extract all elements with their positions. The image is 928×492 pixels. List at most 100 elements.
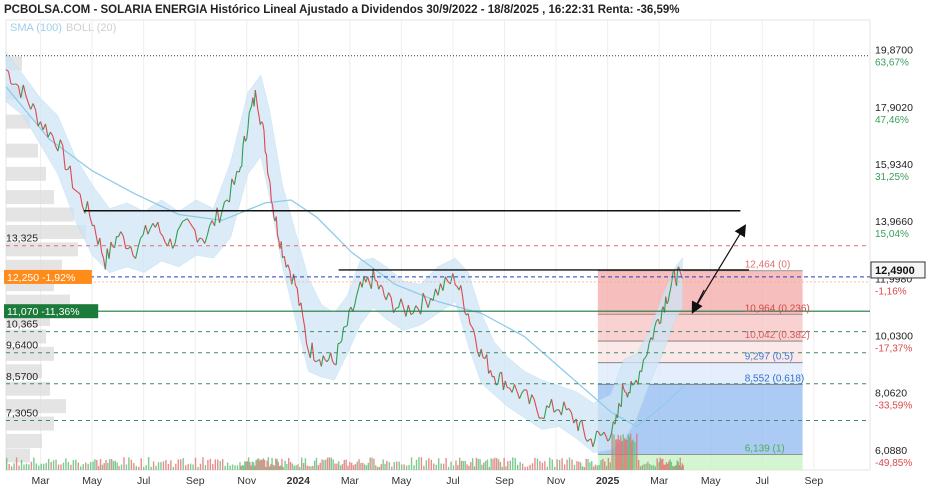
volume-bar <box>217 459 219 470</box>
volume-bar <box>645 463 647 470</box>
volume-profile-bar <box>6 143 38 158</box>
price-segment <box>184 218 188 221</box>
price-segment <box>425 299 429 308</box>
volume-bar <box>440 463 442 470</box>
price-segment <box>583 429 587 439</box>
price-segment <box>130 246 134 256</box>
volume-bar <box>529 464 531 470</box>
volume-bar <box>60 464 62 470</box>
volume-bar <box>400 464 403 470</box>
price-segment <box>177 226 181 231</box>
volume-bar <box>160 462 162 470</box>
price-segment <box>296 288 300 306</box>
fib-level-label: 8,552 (0.618) <box>745 373 805 384</box>
volume-bar <box>182 458 184 470</box>
volume-bar <box>468 465 470 470</box>
price-segment <box>454 284 458 287</box>
price-segment <box>291 273 295 285</box>
y-tick-pct: 31,25% <box>875 172 909 183</box>
price-segment <box>315 360 318 363</box>
x-tick-label: Nov <box>547 475 566 487</box>
volume-bar <box>110 459 113 470</box>
volume-bar <box>598 464 600 470</box>
volume-bar <box>319 462 321 470</box>
y-tick-pct: -17,37% <box>875 343 912 354</box>
volume-bar <box>373 458 375 470</box>
price-segment <box>659 322 662 325</box>
volume-bar <box>332 459 334 470</box>
volume-bar <box>589 462 591 470</box>
volume-bar <box>376 466 379 470</box>
price-segment <box>581 419 585 431</box>
volume-bar <box>10 466 13 470</box>
volume-bar <box>345 459 347 470</box>
price-segment <box>363 276 367 283</box>
volume-bar <box>300 457 303 470</box>
x-tick-label: Nov <box>237 475 256 487</box>
price-segment <box>120 231 124 237</box>
volume-bar <box>675 464 677 470</box>
price-segment <box>241 145 244 167</box>
volume-bar <box>647 461 649 470</box>
volume-bar <box>101 464 104 470</box>
volume-bar <box>286 463 288 470</box>
volume-bar <box>65 458 67 470</box>
x-tick-label: May <box>701 475 722 487</box>
price-segment <box>521 389 525 394</box>
volume-bar <box>566 459 568 470</box>
volume-bar <box>189 463 192 470</box>
volume-bar <box>87 463 89 470</box>
price-segment <box>283 256 287 268</box>
volume-bar <box>254 465 256 470</box>
volume-bar <box>509 460 511 470</box>
price-segment <box>201 238 206 244</box>
volume-bar <box>246 460 249 470</box>
price-segment <box>397 298 402 308</box>
volume-bar <box>103 463 105 470</box>
volume-bar <box>639 466 642 470</box>
volume-bar <box>43 463 45 470</box>
volume-bar <box>323 460 325 470</box>
volume-bar <box>270 464 272 470</box>
price-segment <box>254 89 258 100</box>
price-segment <box>15 83 19 87</box>
volume-bar <box>413 465 415 470</box>
volume-bar <box>618 439 621 470</box>
price-segment <box>49 131 54 137</box>
price-segment <box>256 99 259 110</box>
price-segment <box>99 237 103 253</box>
volume-bar <box>375 465 377 470</box>
volume-bar <box>77 462 79 470</box>
volume-bar <box>496 458 498 470</box>
volume-bar <box>89 462 92 470</box>
price-segment <box>502 380 506 391</box>
price-segment <box>258 115 261 125</box>
price-segment <box>370 268 374 289</box>
price-segment <box>82 206 86 214</box>
price-segment <box>415 305 419 310</box>
volume-bar <box>380 464 383 470</box>
volume-bar <box>35 463 38 470</box>
price-segment <box>412 305 417 314</box>
volume-bar <box>236 465 239 470</box>
volume-bar <box>289 461 292 470</box>
volume-bar <box>499 461 502 470</box>
price-segment <box>74 189 78 193</box>
price-segment <box>270 201 274 206</box>
price-segment <box>304 326 308 344</box>
price-segment <box>644 353 648 359</box>
boll-legend: BOLL (20) <box>65 22 117 34</box>
price-segment <box>605 435 609 442</box>
price-segment <box>95 235 99 245</box>
volume-bar <box>55 459 57 470</box>
volume-bar <box>544 461 546 470</box>
y-tick-pct: -1,16% <box>875 286 907 297</box>
volume-bar <box>494 457 496 470</box>
x-tick-label: 2024 <box>287 475 311 487</box>
price-segment <box>196 237 201 243</box>
volume-bar <box>334 463 336 470</box>
price-segment <box>135 247 139 259</box>
price-segment <box>637 370 641 385</box>
volume-bar <box>293 465 295 470</box>
